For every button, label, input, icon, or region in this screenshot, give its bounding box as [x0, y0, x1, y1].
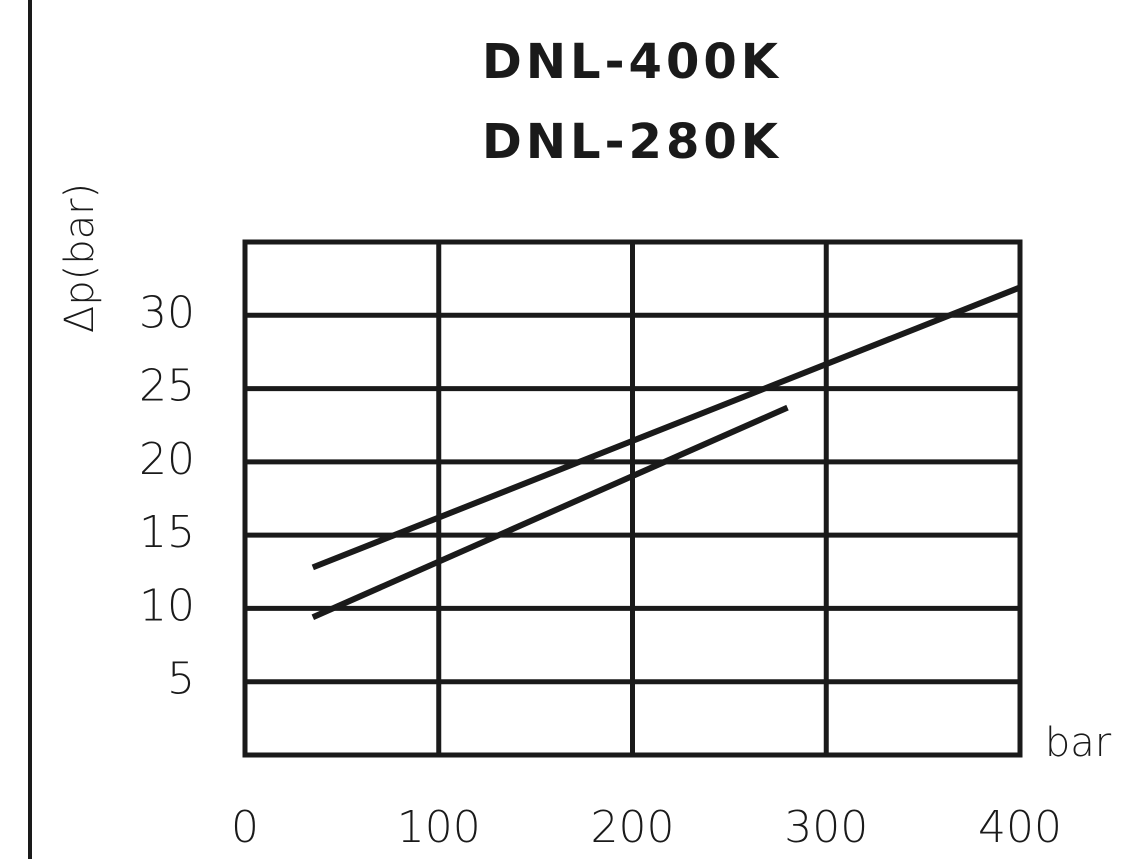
- data-line: [311, 404, 789, 620]
- x-tick-label: 100: [397, 802, 481, 853]
- y-tick-label: 10: [139, 580, 195, 631]
- y-axis-label: Δp(bar): [57, 183, 103, 333]
- x-tick-label: 300: [784, 802, 868, 853]
- x-tick-label: 0: [231, 802, 259, 853]
- x-tick-label: 200: [591, 802, 675, 853]
- chart-title: DNL-280K: [482, 114, 782, 170]
- x-tick-label: 400: [978, 802, 1062, 853]
- y-tick-label: 5: [167, 654, 195, 705]
- y-tick-label: 25: [139, 361, 195, 412]
- x-axis-label: bar: [1045, 720, 1112, 766]
- data-line: [311, 284, 1022, 571]
- y-tick-label: 15: [139, 507, 195, 558]
- chart-title: DNL-400K: [482, 34, 782, 90]
- y-tick-label: 20: [139, 434, 195, 485]
- y-tick-label: 30: [139, 287, 195, 338]
